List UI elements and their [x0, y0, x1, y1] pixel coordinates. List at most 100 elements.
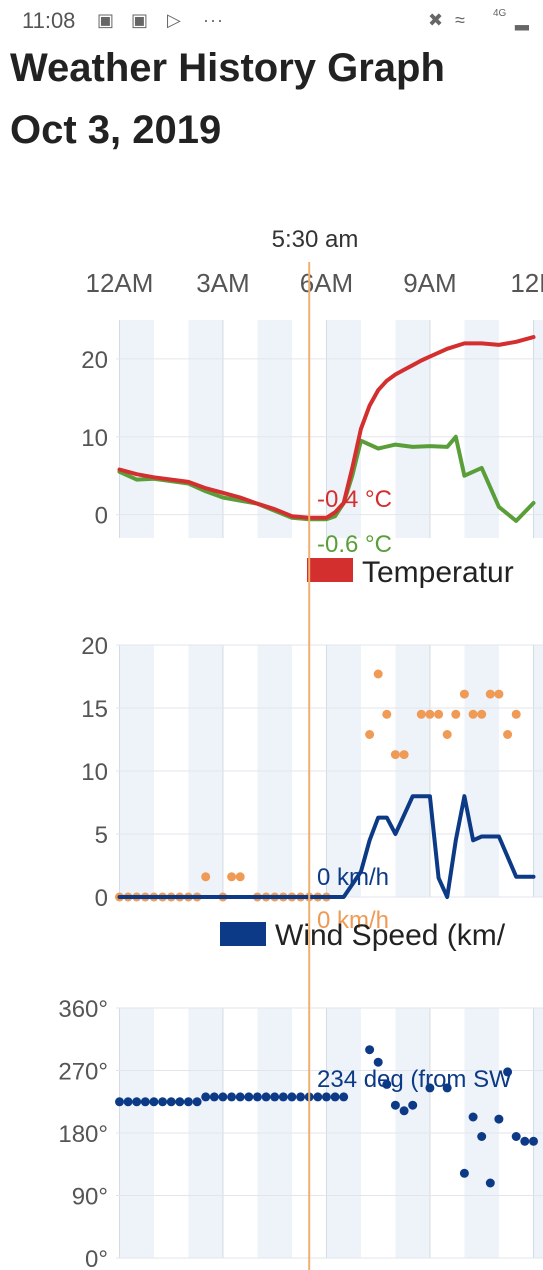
wind-direction-point [425, 1083, 435, 1093]
time-tick-label: 3AM [196, 268, 249, 298]
y-tick-label: 0 [95, 885, 108, 912]
temperature-line [117, 335, 536, 520]
wind-gust-point [227, 872, 237, 882]
wind-gust-point [468, 709, 478, 719]
wind-gust-point [459, 689, 469, 699]
wind-gust-point [451, 709, 461, 719]
wind-speed-readout: 0 km/h [317, 864, 389, 891]
wind-direction-point [442, 1083, 452, 1093]
y-tick-label: 360° [58, 996, 108, 1023]
wind-direction-point [140, 1097, 150, 1107]
time-tick-label: 6AM [300, 268, 353, 298]
signal-icon: ▂ [515, 10, 529, 30]
y-tick-label: 20 [81, 633, 108, 660]
wind-direction-point [365, 1045, 375, 1055]
wind-gust-point [442, 730, 452, 739]
wind-direction-point [477, 1132, 487, 1141]
wind-gust-point [494, 689, 504, 699]
hour-band [257, 320, 292, 538]
y-tick-label: 20 [81, 347, 108, 374]
wind-gust-point [382, 709, 392, 719]
wind-gust-point [365, 730, 375, 739]
wind-direction-point [485, 1178, 495, 1188]
wind-gust-point [390, 750, 400, 760]
wind-direction-point [261, 1092, 271, 1102]
time-tick-label: 12P [510, 268, 543, 298]
y-tick-label: 10 [81, 425, 108, 452]
4g-icon: 4G [493, 8, 507, 19]
hour-band [464, 320, 499, 538]
status-time: 11:08 [22, 8, 76, 33]
wind-direction-point [494, 1114, 504, 1124]
y-tick-label: 0 [95, 503, 108, 530]
wind-direction-point [115, 1097, 124, 1107]
hour-band [533, 320, 543, 538]
y-tick-label: 10 [81, 759, 108, 786]
wind-direction-point [183, 1097, 193, 1107]
wind-direction-point [390, 1100, 400, 1110]
wind-direction-point [330, 1092, 340, 1102]
image-icon: ▣ [97, 10, 115, 30]
wind-direction-point [123, 1097, 133, 1107]
cursor-time-label: 5:30 am [272, 226, 359, 253]
wind-direction-point [520, 1136, 530, 1146]
wind-direction-point [244, 1092, 254, 1102]
hour-band [119, 320, 154, 538]
wind-direction-point [158, 1097, 168, 1107]
wind-direction-point [321, 1092, 331, 1102]
wind-direction-point [503, 1067, 513, 1077]
wind-direction-point [209, 1092, 219, 1102]
y-tick-label: 15 [81, 696, 108, 723]
time-tick-label: 9AM [403, 268, 456, 298]
hour-band [188, 320, 223, 538]
wind-gust-point [373, 669, 383, 679]
wind-gust-point [425, 709, 435, 719]
wind-speed-line [117, 794, 536, 899]
wind-gust-point [434, 709, 444, 719]
wind-gust-point [485, 689, 495, 699]
time-tick-label: 12AM [85, 268, 153, 298]
temperature-readout: -0.4 °C [317, 486, 392, 513]
wind-direction-point [529, 1136, 538, 1146]
hour-band [395, 320, 430, 538]
mute-icon: ✖ [428, 10, 444, 30]
wind-direction-point [270, 1092, 280, 1102]
wind-direction-point [252, 1092, 262, 1102]
temperature-legend-swatch [307, 558, 353, 582]
wind-direction-point [313, 1092, 323, 1102]
wind-direction-point [278, 1092, 288, 1102]
wind-gust-point [201, 872, 211, 882]
wind-direction-point [339, 1092, 349, 1102]
wifi-icon: ≈ [455, 10, 465, 30]
wind-direction-point [287, 1092, 297, 1102]
wind-speed-legend-swatch [220, 922, 266, 946]
wind-direction-point [192, 1097, 202, 1107]
wind-gust-point [399, 750, 409, 760]
wind-direction-point [296, 1092, 306, 1102]
more-icon: ··· [203, 10, 224, 30]
wind-direction-point [382, 1079, 392, 1089]
y-tick-label: 270° [58, 1059, 108, 1086]
wind-gust-readout: 0 km/h [317, 907, 389, 934]
page-date: Oct 3, 2019 [10, 108, 222, 152]
wind-gust-point [511, 709, 521, 719]
wind-gust-point [503, 730, 513, 739]
wind-direction-point [132, 1097, 142, 1107]
status-bar: 11:08 ▣ ▣ ▷ ··· ✖ ≈ 4G ▂ [0, 0, 543, 40]
y-tick-label: 5 [95, 822, 108, 849]
y-tick-label: 0° [85, 1246, 108, 1270]
wind-direction-point [373, 1057, 383, 1067]
y-tick-label: 180° [58, 1121, 108, 1148]
wind-gust-point [477, 709, 487, 719]
wind-direction-point [459, 1168, 469, 1178]
wind-direction-point [399, 1106, 409, 1116]
wind-direction-point [149, 1097, 159, 1107]
play-store-icon: ▷ [167, 10, 181, 30]
page-title: Weather History Graph [10, 46, 445, 90]
wind-direction-point [408, 1100, 418, 1110]
temperature-legend-label: Temperatur [362, 556, 514, 589]
wind-gust-point [416, 709, 426, 719]
y-tick-label: 90° [72, 1184, 108, 1211]
wind-direction-point [175, 1097, 185, 1107]
